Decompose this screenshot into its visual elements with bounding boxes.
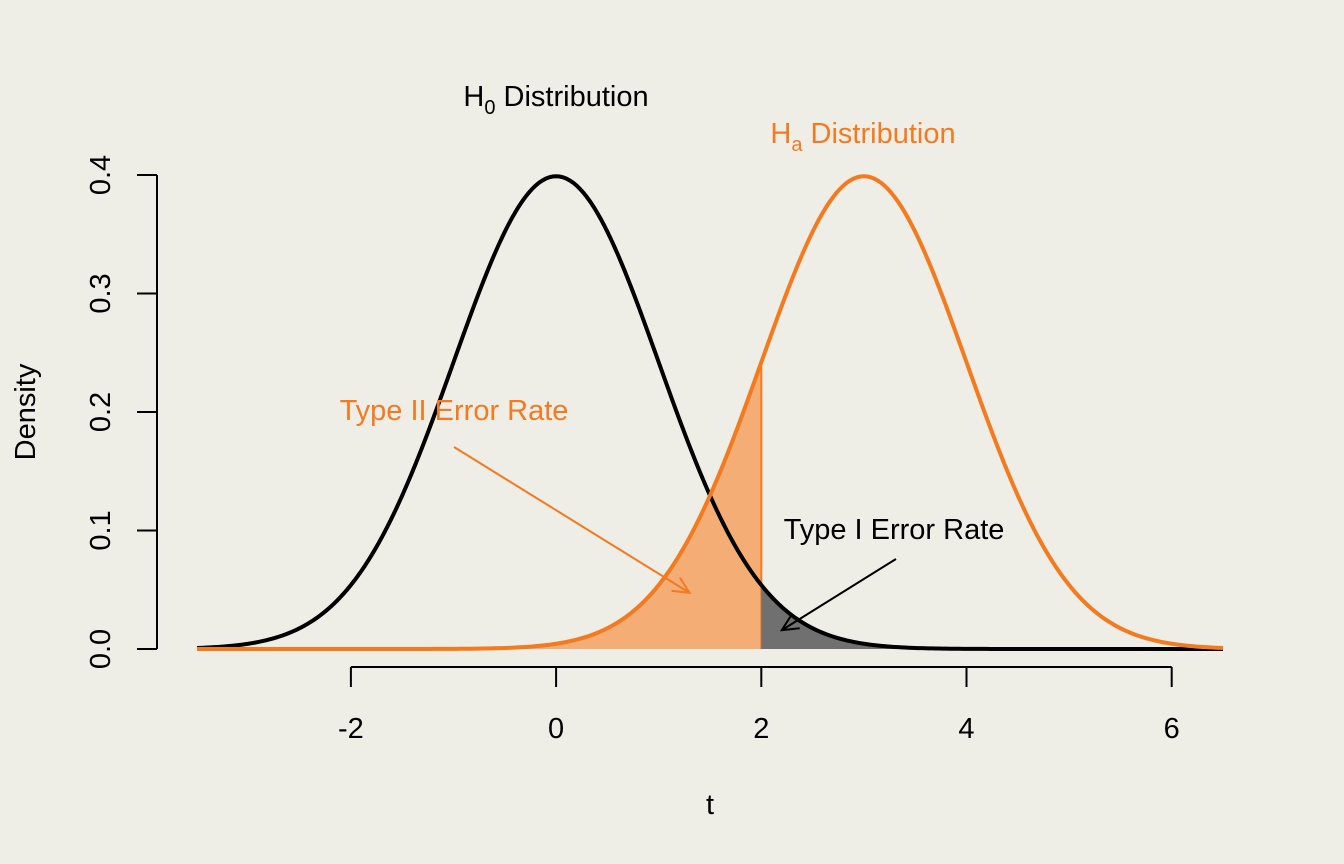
x-tick-label: 6 xyxy=(1164,713,1180,745)
y-tick-label: 0.4 xyxy=(85,155,117,195)
y-tick-label: 0.2 xyxy=(85,392,117,432)
x-axis-label: t xyxy=(706,789,714,821)
type-ii-error-arrow xyxy=(453,446,691,594)
type-ii-error-label: Type II Error Rate xyxy=(340,395,569,427)
x-tick-label: 4 xyxy=(958,713,974,745)
type-i-error-arrow xyxy=(781,558,897,631)
x-axis: -2 0 2 4 6 xyxy=(338,666,1180,745)
h0-distribution-title: H0 Distribution xyxy=(463,81,648,119)
y-axis: 0.0 0.1 0.2 0.3 0.4 xyxy=(85,155,158,669)
ha-distribution-title: Ha Distribution xyxy=(770,118,955,156)
type-ii-error-arrowhead xyxy=(671,577,692,594)
type-ii-error-area xyxy=(197,362,762,649)
type-i-error-label: Type I Error Rate xyxy=(784,514,1005,546)
x-tick-label: 2 xyxy=(753,713,769,745)
y-tick-label: 0.0 xyxy=(85,629,117,669)
y-tick-label: 0.1 xyxy=(85,510,117,550)
x-tick-label: -2 xyxy=(338,713,364,745)
type-i-error-arrowhead xyxy=(779,614,800,632)
type-i-error-area xyxy=(761,585,1223,649)
x-tick-label: 0 xyxy=(548,713,564,745)
y-axis-label: Density xyxy=(10,363,42,460)
y-tick-label: 0.3 xyxy=(85,273,117,313)
ha-density-curve xyxy=(197,174,1224,651)
